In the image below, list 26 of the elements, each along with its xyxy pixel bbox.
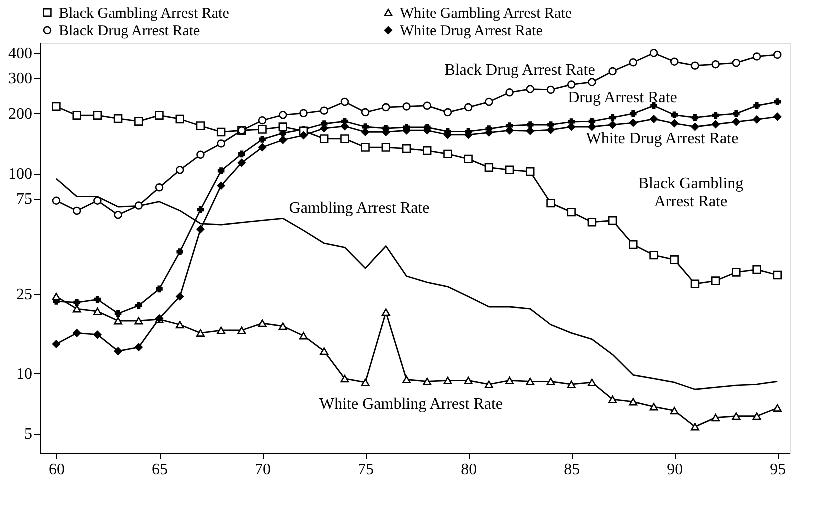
x-tick-label: 80 xyxy=(461,462,478,478)
y-tick-label: 200 xyxy=(8,106,32,123)
x-tick-label: 75 xyxy=(358,462,374,478)
legend-label: Black Gambling Arrest Rate xyxy=(59,6,230,22)
x-tick-label: 90 xyxy=(667,462,684,478)
legend-label: White Drug Arrest Rate xyxy=(400,24,544,40)
y-tick-label: 5 xyxy=(24,426,32,444)
y-tick-label: 75 xyxy=(16,191,32,208)
annotation: Gambling Arrest Rate xyxy=(289,200,430,218)
annotation: White Gambling Arrest Rate xyxy=(319,396,504,414)
y-tick-label: 100 xyxy=(8,166,32,184)
annotation: Drug Arrest Rate xyxy=(568,90,678,107)
x-tick-label: 85 xyxy=(564,462,580,478)
x-tick-label: 95 xyxy=(770,462,786,478)
y-tick-label: 10 xyxy=(16,366,32,383)
annotation: Black Drug Arrest Rate xyxy=(444,62,596,80)
x-tick-label: 70 xyxy=(255,462,272,478)
legend-label: White Gambling Arrest Rate xyxy=(400,6,572,22)
y-tick-label: 400 xyxy=(8,46,32,63)
y-tick-label: 300 xyxy=(8,70,32,88)
annotation: White Drug Arrest Rate xyxy=(586,130,739,148)
x-tick-label: 65 xyxy=(152,462,168,478)
legend-label: Black Drug Arrest Rate xyxy=(59,24,201,40)
x-tick-label: 60 xyxy=(48,462,65,478)
y-tick-label: 25 xyxy=(16,286,32,304)
annotation: Black Gambling Arrest Rate xyxy=(638,176,744,211)
